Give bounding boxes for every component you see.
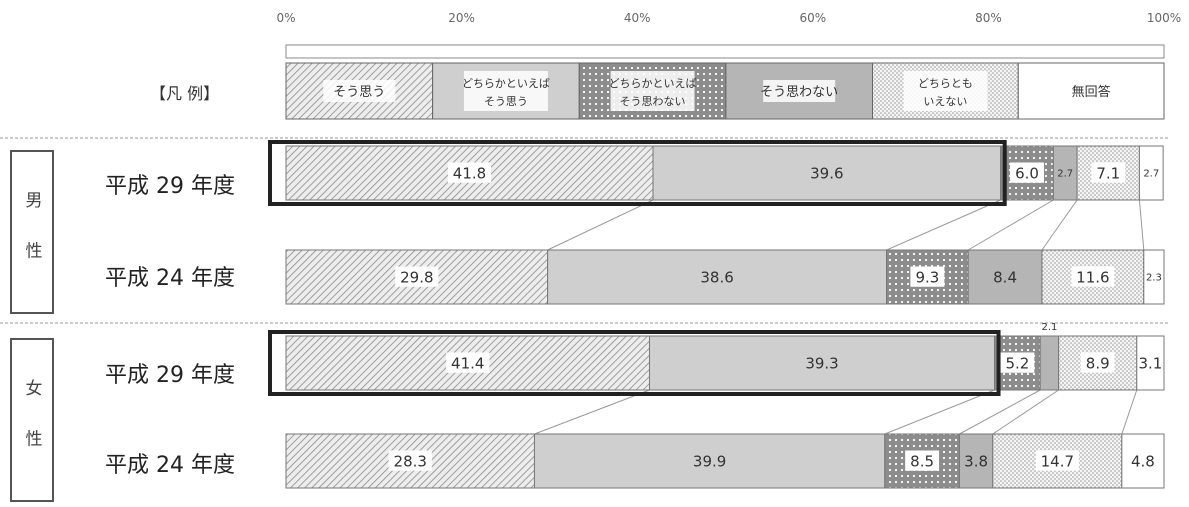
data-label-bg: [388, 450, 432, 471]
connector-line: [534, 389, 650, 435]
bar-segment: [648, 335, 996, 391]
data-label: 29.8: [400, 268, 433, 286]
connector-line: [1121, 389, 1138, 435]
data-label: 7.1: [1096, 164, 1120, 182]
x-tick-label: 80%: [975, 11, 1002, 25]
legend-label: どちらかといえば: [609, 77, 697, 90]
bar-segment: [1039, 335, 1060, 391]
row-label-female-h29: 平成 29 年度: [105, 363, 235, 388]
data-label: 2.7: [1143, 169, 1159, 180]
bar-segment: [967, 249, 1043, 305]
bar-segment: [547, 249, 888, 305]
data-label: 38.6: [700, 268, 733, 286]
data-label: 39.6: [810, 164, 843, 182]
row-label-male-h29: 平成 29 年度: [105, 174, 235, 199]
row-label-female-h24: 平成 24 年度: [105, 453, 235, 478]
legend-label-bg: [323, 80, 396, 102]
legend-label: そう思う: [484, 95, 528, 108]
bar-segment: [1138, 145, 1164, 201]
legend-label-bg: [763, 80, 836, 102]
data-label: 11.6: [1076, 268, 1109, 286]
data-label-bg: [1035, 450, 1079, 471]
group-label-male: 男 性: [10, 150, 54, 314]
bar-segment: [1121, 433, 1165, 489]
data-label: 2.3: [1146, 273, 1162, 284]
data-label: 9.3: [915, 268, 939, 286]
legend-label: いえない: [923, 95, 967, 108]
legend-label: 無回答: [1072, 84, 1111, 100]
data-label-bg: [905, 450, 940, 471]
data-label: 3.8: [964, 452, 988, 470]
connector-line: [884, 389, 995, 435]
data-label-bg: [447, 162, 492, 183]
data-label-bg: [395, 266, 439, 287]
x-tick-label: 100%: [1147, 11, 1181, 25]
data-label: 41.4: [451, 354, 484, 372]
connector-line: [1138, 199, 1145, 251]
connector-line: [1041, 199, 1078, 251]
legend-label-bg: [610, 71, 695, 111]
data-label-bg: [1080, 352, 1115, 373]
legend-label: どちらかといえば: [462, 77, 550, 90]
legend-label: どちらとも: [918, 77, 973, 90]
legend-label: そう思わない: [760, 85, 838, 100]
legend-label: そう思わない: [620, 95, 686, 108]
data-label: 2.7: [1057, 169, 1073, 180]
connector-line: [959, 389, 1041, 435]
x-tick-label: 60%: [799, 11, 826, 25]
connector-line: [547, 199, 654, 251]
legend-swatch: [1017, 62, 1165, 120]
x-tick-label: 20%: [448, 11, 475, 25]
group-label-female-text: 女 性: [21, 379, 42, 461]
data-label: 2.1: [1041, 322, 1057, 333]
data-label-bg: [1091, 162, 1126, 183]
bar-segment: [533, 433, 886, 489]
connector-line: [967, 199, 1054, 251]
data-label-bg: [1000, 352, 1035, 373]
highlight-frame: [268, 140, 1007, 206]
legend-label: そう思う: [333, 85, 385, 100]
data-label: 3.1: [1138, 354, 1162, 372]
data-label: 8.9: [1086, 354, 1110, 372]
axis-frame: [285, 44, 1165, 59]
connector-line: [992, 389, 1059, 435]
data-label: 8.5: [910, 452, 934, 470]
data-label: 41.8: [453, 164, 486, 182]
data-label: 28.3: [394, 452, 427, 470]
data-label-bg: [1071, 266, 1115, 287]
data-label: 4.8: [1131, 452, 1155, 470]
group-label-female: 女 性: [10, 338, 54, 502]
data-label-bg: [1010, 162, 1044, 183]
data-label: 6.0: [1015, 164, 1039, 182]
data-label: 8.4: [993, 268, 1017, 286]
x-tick-label: 0%: [276, 11, 295, 25]
bar-segment: [652, 145, 1002, 201]
data-label: 39.9: [693, 452, 726, 470]
legend-label-bg: [903, 71, 988, 111]
legend-label-bg: [463, 71, 548, 111]
bar-segment: [1143, 249, 1165, 305]
bar-segment: [1136, 335, 1165, 391]
group-label-male-text: 男 性: [21, 191, 42, 273]
data-label: 14.7: [1041, 452, 1074, 470]
bar-segment: [958, 433, 994, 489]
data-label: 5.2: [1005, 354, 1029, 372]
data-label: 39.3: [805, 354, 838, 372]
data-label-bg: [910, 266, 945, 287]
x-tick-label: 40%: [624, 11, 651, 25]
connector-line: [886, 199, 1001, 251]
legend-title: 【凡 例】: [150, 84, 220, 103]
highlight-frame: [268, 330, 1001, 396]
row-label-male-h24: 平成 24 年度: [105, 266, 235, 291]
data-label-bg: [446, 352, 490, 373]
